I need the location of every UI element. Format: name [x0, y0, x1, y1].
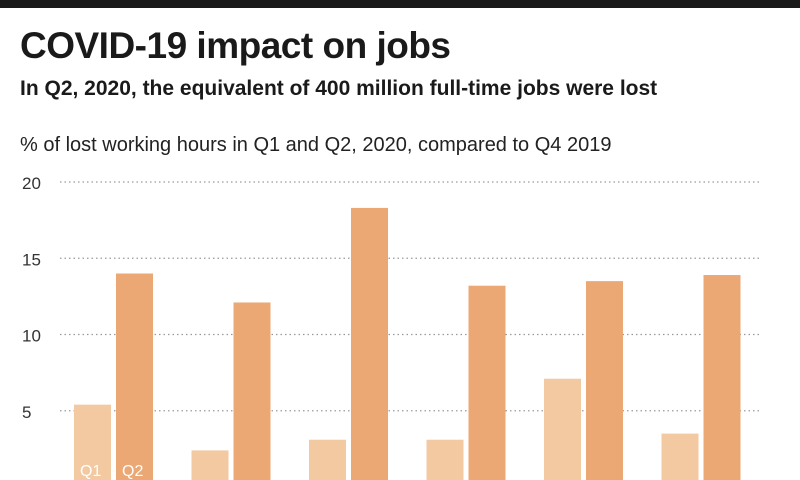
- top-rule: [0, 0, 800, 8]
- bar-q1-3: [309, 439, 346, 480]
- bar-q1-1: [74, 404, 111, 480]
- bar-q1-5: [544, 378, 581, 480]
- bar-q2-6: [703, 275, 741, 480]
- grid-lines: [60, 181, 760, 412]
- chart-subtitle: In Q2, 2020, the equivalent of 400 milli…: [20, 77, 658, 100]
- y-tick-label-15: 15: [22, 250, 41, 269]
- y-axis-label: % of lost working hours in Q1 and Q2, 20…: [20, 134, 612, 156]
- bar-q1-6: [661, 433, 699, 480]
- bar-q2-3: [351, 207, 388, 480]
- y-tick-label-20: 20: [22, 174, 41, 193]
- chart-title: COVID-19 impact on jobs: [20, 25, 451, 66]
- y-tick-label-5: 5: [22, 403, 31, 422]
- bar-q2-5: [586, 281, 623, 480]
- series-label-q2: Q2: [122, 463, 143, 480]
- bar-q2-1: [116, 273, 153, 480]
- y-tick-label-10: 10: [22, 327, 41, 346]
- bar-q2-4: [468, 285, 506, 480]
- series-labels: Q1 Q2: [80, 463, 143, 480]
- series-label-q1: Q1: [80, 463, 101, 480]
- bar-q1-2: [191, 450, 229, 480]
- bar-q1-4: [426, 439, 464, 480]
- y-tick-labels: 5 10 15 20: [22, 174, 41, 422]
- bar-q2-2: [233, 302, 271, 480]
- bars: [74, 207, 741, 480]
